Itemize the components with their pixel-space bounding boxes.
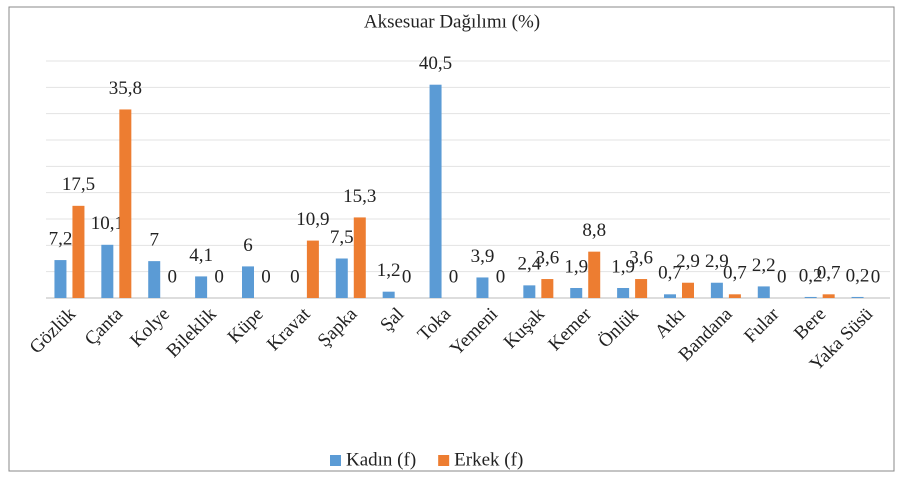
value-label: 10,9 [296, 209, 329, 230]
chart-title: Aksesuar Dağılımı (%) [364, 11, 540, 32]
bar [710, 282, 723, 298]
value-label: 0,7 [658, 263, 682, 284]
value-label: 1,2 [377, 260, 401, 281]
legend-label: Erkek (f) [454, 449, 523, 470]
bar [682, 282, 694, 298]
bar [635, 279, 648, 298]
bar [822, 294, 835, 298]
value-label: 3,6 [629, 247, 653, 268]
bar [728, 294, 741, 298]
value-label: 0 [214, 266, 224, 287]
legend-swatch [330, 455, 341, 466]
value-label: 3,6 [535, 247, 559, 268]
bar [335, 258, 348, 298]
value-label: 0,2 [846, 265, 870, 286]
value-label: 0 [449, 266, 459, 287]
bar [804, 296, 817, 298]
value-label: 1,9 [564, 256, 588, 277]
bar [242, 266, 254, 298]
value-label: 6 [243, 235, 253, 256]
value-label: 0 [261, 266, 271, 287]
bar [588, 251, 601, 298]
value-label: 15,3 [343, 186, 376, 207]
bar [523, 285, 536, 298]
value-label: 7 [149, 229, 159, 250]
bar [476, 277, 489, 298]
value-label: 7,2 [49, 228, 73, 249]
bar [757, 286, 770, 298]
bar [101, 244, 114, 298]
bar [72, 205, 85, 298]
bar [851, 296, 864, 298]
bar [429, 84, 442, 298]
value-label: 3,9 [471, 246, 495, 267]
value-label: 0 [777, 266, 787, 287]
value-label: 2,2 [752, 255, 776, 276]
value-label: 0 [167, 266, 177, 287]
value-label: 7,5 [330, 227, 354, 248]
value-label: 2,9 [676, 251, 700, 272]
value-label: 4,1 [189, 245, 213, 266]
bar [306, 240, 319, 298]
value-label: 2,4 [517, 254, 541, 275]
bar [119, 109, 132, 298]
bar [541, 279, 554, 298]
value-label: 0 [402, 266, 412, 287]
value-label: 35,8 [109, 78, 142, 99]
value-label: 0,7 [723, 263, 747, 284]
bar [617, 287, 630, 298]
bar [54, 260, 67, 298]
value-label: 1,9 [611, 256, 635, 277]
value-label: 8,8 [582, 220, 606, 241]
bar [148, 261, 161, 298]
chart-border [8, 6, 895, 472]
value-label: 2,9 [705, 251, 729, 272]
value-label: 40,5 [419, 53, 452, 74]
bar [353, 217, 366, 298]
value-label: 0 [290, 266, 300, 287]
value-label: 10,1 [91, 213, 124, 234]
bar [570, 287, 583, 298]
value-label: 17,5 [62, 174, 95, 195]
legend-label: Kadın (f) [346, 449, 416, 470]
bar [382, 291, 395, 298]
legend-swatch [438, 455, 450, 466]
bar [195, 276, 208, 298]
bar [664, 294, 676, 298]
value-label: 0 [871, 266, 881, 287]
value-label: 0 [496, 266, 506, 287]
value-label: 0,7 [817, 263, 841, 284]
value-label: 0,2 [799, 265, 823, 286]
